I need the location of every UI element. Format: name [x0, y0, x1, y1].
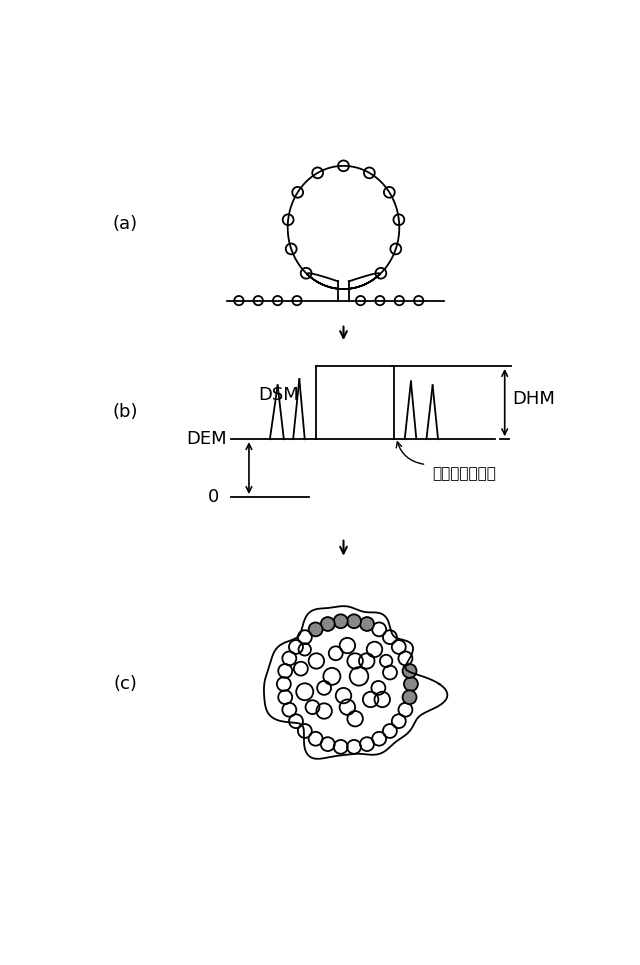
Text: (a): (a): [113, 214, 138, 233]
Text: DEM: DEM: [187, 430, 227, 448]
Circle shape: [403, 664, 417, 677]
Circle shape: [321, 617, 335, 631]
Circle shape: [360, 617, 374, 631]
Circle shape: [347, 615, 361, 628]
Text: DSM: DSM: [259, 386, 299, 404]
Circle shape: [333, 615, 348, 628]
Circle shape: [404, 677, 418, 691]
Text: オーバーハング: オーバーハング: [433, 466, 497, 482]
Circle shape: [403, 690, 417, 704]
Text: DHM: DHM: [513, 390, 556, 408]
Text: (c): (c): [113, 676, 137, 693]
Circle shape: [308, 622, 323, 636]
Text: (b): (b): [112, 403, 138, 422]
Text: 0: 0: [208, 488, 220, 506]
